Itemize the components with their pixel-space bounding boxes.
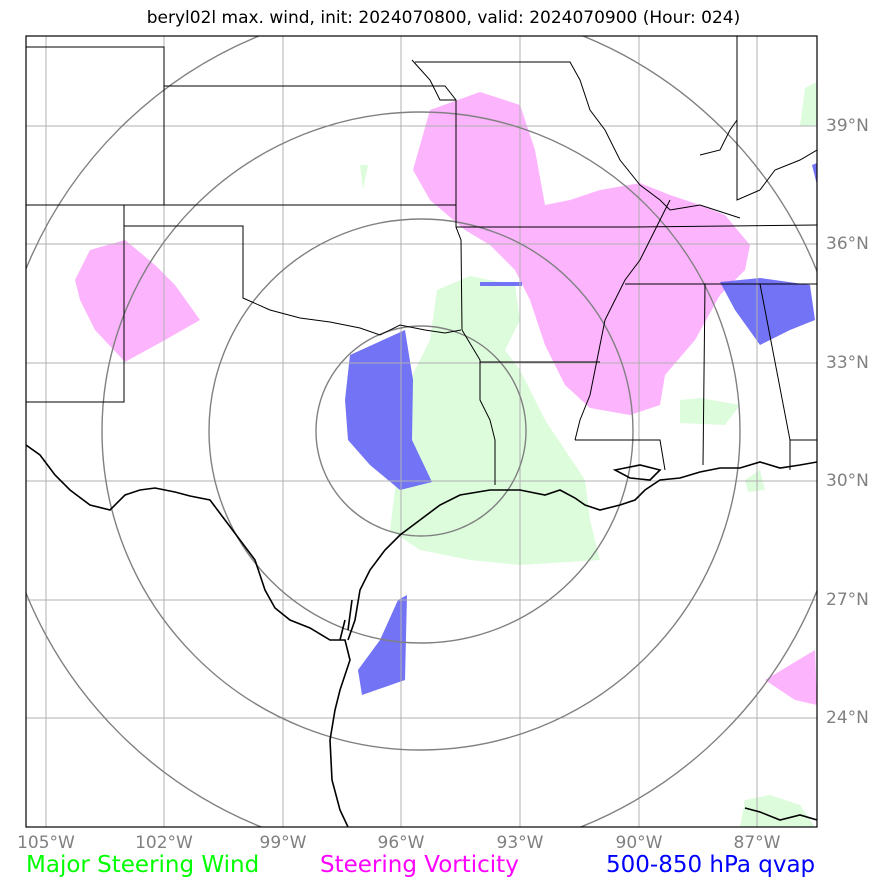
map-title: beryl02l max. wind, init: 2024070800, va…	[146, 8, 741, 28]
legend-steering-wind: Major Steering Wind	[26, 852, 260, 878]
lon-label-87w: 87°W	[733, 833, 781, 853]
legend-steering-vorticity: Steering Vorticity	[320, 852, 519, 878]
lat-label-33n: 33°N	[826, 353, 869, 373]
lat-label-36n: 36°N	[826, 234, 869, 254]
lat-label-39n: 39°N	[826, 116, 869, 136]
lat-label-24n: 24°N	[826, 708, 869, 728]
qvap-areas	[345, 163, 817, 695]
lon-label-93w: 93°W	[496, 833, 544, 853]
state-borders	[26, 36, 817, 827]
coastline	[26, 444, 817, 827]
steering-vorticity-areas	[75, 92, 817, 705]
lon-label-96w: 96°W	[377, 833, 425, 853]
steering-wind-areas	[360, 82, 817, 827]
lon-label-99w: 99°W	[259, 833, 307, 853]
lon-label-105w: 105°W	[17, 833, 75, 853]
lat-label-27n: 27°N	[826, 590, 869, 610]
legend-qvap: 500-850 hPa qvap	[606, 852, 816, 878]
lon-label-90w: 90°W	[615, 833, 663, 853]
map-frame	[25, 35, 818, 828]
lon-label-102w: 102°W	[135, 833, 193, 853]
range-rings	[26, 36, 817, 827]
lat-label-30n: 30°N	[826, 471, 869, 491]
